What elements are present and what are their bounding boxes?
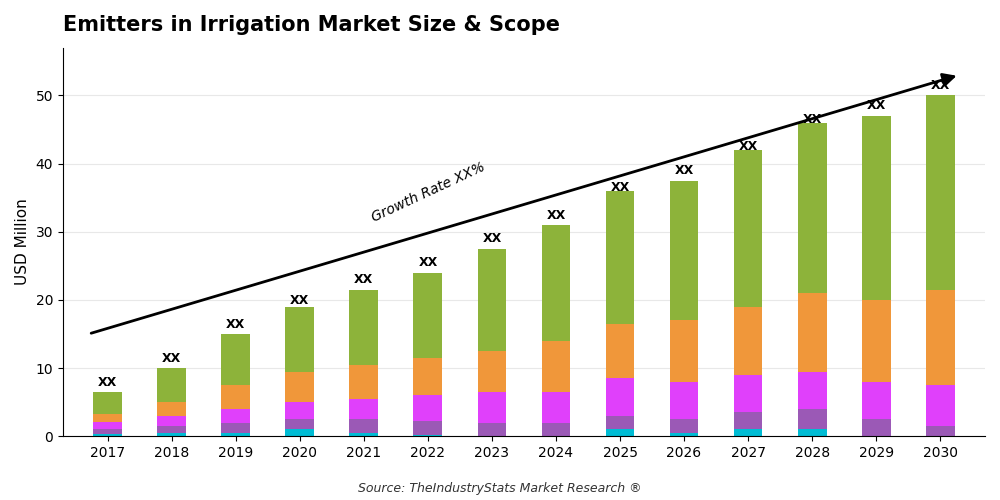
Bar: [798, 122, 827, 293]
Text: XX: XX: [98, 376, 117, 388]
Y-axis label: USD Million: USD Million: [15, 198, 30, 286]
Bar: [670, 180, 698, 320]
Bar: [606, 324, 634, 378]
Bar: [93, 392, 122, 414]
Bar: [734, 375, 762, 412]
Bar: [285, 402, 314, 419]
Bar: [349, 399, 378, 419]
Bar: [478, 249, 506, 351]
Bar: [734, 430, 762, 436]
Bar: [734, 150, 762, 306]
Text: XX: XX: [610, 181, 630, 194]
Text: XX: XX: [226, 318, 245, 330]
Bar: [542, 392, 570, 422]
Bar: [926, 426, 955, 436]
Bar: [862, 382, 891, 419]
Bar: [734, 412, 762, 430]
Bar: [221, 385, 250, 409]
Bar: [413, 422, 442, 435]
Bar: [542, 341, 570, 392]
Bar: [926, 290, 955, 385]
Text: XX: XX: [738, 140, 758, 153]
Text: XX: XX: [802, 113, 822, 126]
Text: XX: XX: [546, 208, 566, 222]
Text: XX: XX: [867, 100, 886, 112]
Bar: [285, 306, 314, 372]
Bar: [157, 416, 186, 426]
Bar: [606, 416, 634, 430]
Bar: [670, 320, 698, 382]
Bar: [862, 116, 891, 300]
Bar: [926, 385, 955, 426]
Bar: [93, 422, 122, 429]
Bar: [157, 402, 186, 416]
Bar: [285, 419, 314, 430]
Bar: [157, 426, 186, 433]
Bar: [285, 430, 314, 436]
Bar: [798, 372, 827, 409]
Bar: [285, 372, 314, 402]
Bar: [862, 419, 891, 436]
Bar: [542, 422, 570, 436]
Bar: [670, 433, 698, 436]
Bar: [606, 378, 634, 416]
Bar: [349, 290, 378, 364]
Bar: [606, 191, 634, 324]
Text: XX: XX: [418, 256, 438, 269]
Bar: [349, 433, 378, 436]
Bar: [157, 368, 186, 402]
Bar: [413, 358, 442, 396]
Bar: [478, 392, 506, 422]
Text: XX: XX: [354, 274, 373, 286]
Text: Source: TheIndustryStats Market Research ®: Source: TheIndustryStats Market Research…: [358, 482, 642, 495]
Bar: [670, 382, 698, 419]
Bar: [157, 433, 186, 436]
Bar: [413, 435, 442, 436]
Bar: [221, 422, 250, 433]
Bar: [93, 414, 122, 422]
Bar: [478, 422, 506, 436]
Bar: [542, 225, 570, 341]
Text: XX: XX: [162, 352, 181, 364]
Text: XX: XX: [931, 79, 950, 92]
Text: XX: XX: [674, 164, 694, 177]
Bar: [221, 334, 250, 385]
Bar: [349, 364, 378, 399]
Text: XX: XX: [482, 232, 502, 245]
Bar: [670, 419, 698, 433]
Bar: [221, 433, 250, 436]
Bar: [93, 429, 122, 434]
Bar: [798, 293, 827, 372]
Bar: [798, 430, 827, 436]
Bar: [349, 419, 378, 433]
Bar: [734, 306, 762, 375]
Bar: [413, 272, 442, 358]
Bar: [93, 434, 122, 436]
Bar: [221, 409, 250, 422]
Text: XX: XX: [290, 294, 309, 306]
Bar: [798, 409, 827, 430]
Bar: [413, 396, 442, 421]
Bar: [606, 430, 634, 436]
Bar: [862, 300, 891, 382]
Text: Growth Rate XX%: Growth Rate XX%: [369, 160, 487, 225]
Text: Emitters in Irrigation Market Size & Scope: Emitters in Irrigation Market Size & Sco…: [63, 15, 560, 35]
Bar: [926, 96, 955, 290]
Bar: [478, 351, 506, 392]
